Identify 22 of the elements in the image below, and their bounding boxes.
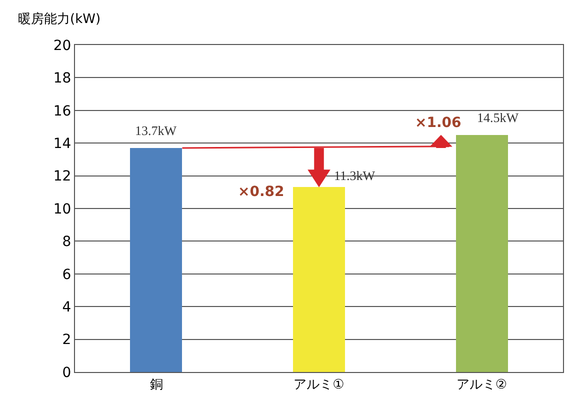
x-tick-label: アルミ② [456,378,507,393]
bar [130,148,182,372]
y-tick-label: 4 [62,300,72,316]
y-tick-label: 16 [53,103,72,120]
y-tick-label: 6 [62,266,72,283]
data-label: 14.5kW [477,110,520,125]
y-tick-label: 14 [53,136,72,152]
data-label: 13.7kW [135,123,178,138]
y-tick-label: 2 [62,332,72,348]
bar [293,187,345,372]
annotation: ×1.06 [415,115,462,131]
bar [456,135,508,372]
y-tick-label: 8 [62,234,72,250]
x-tick-label: 銅 [150,378,163,393]
y-tick-label: 12 [53,168,72,185]
annotation: ×0.82 [238,184,284,200]
x-tick-label: アルミ① [294,378,344,393]
y-tick-label: 0 [62,364,72,381]
y-axis-title: 暖房能力(kW) [18,11,101,27]
y-tick-label: 18 [53,70,72,87]
y-tick-label: 10 [53,201,72,218]
y-tick-label: 20 [53,38,72,54]
